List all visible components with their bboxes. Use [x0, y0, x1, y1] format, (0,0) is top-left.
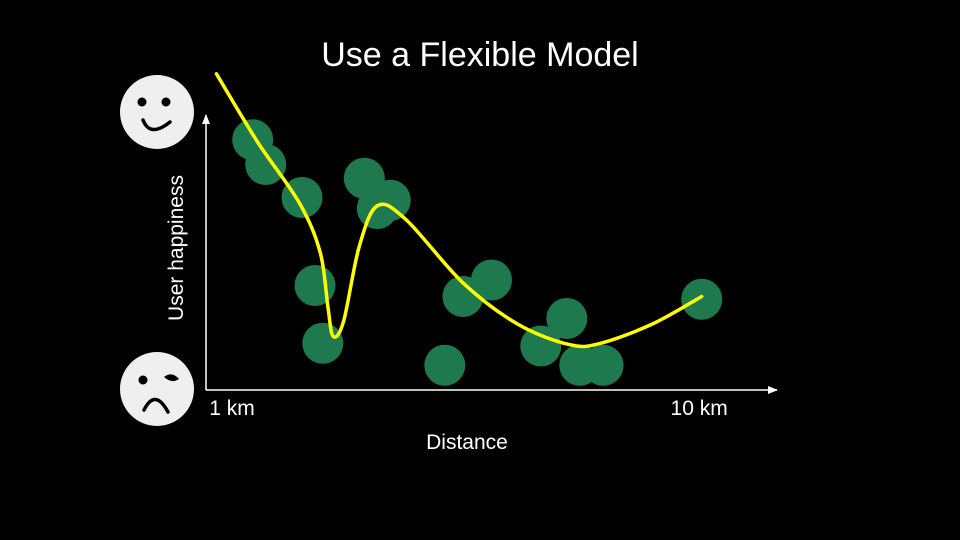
data-point	[546, 298, 588, 339]
data-point	[471, 259, 512, 301]
x-tick-label-1: 10 km	[671, 397, 728, 420]
data-point	[681, 278, 723, 320]
y-axis-label: User happiness	[165, 175, 188, 321]
slide-title: Use a Flexible Model	[321, 36, 638, 74]
fitted-curve-layer	[214, 72, 704, 349]
data-point	[520, 325, 562, 367]
data-point	[281, 177, 323, 218]
data-point	[369, 179, 411, 221]
data-point	[245, 144, 287, 185]
data-point	[302, 322, 344, 364]
data-point	[424, 344, 466, 386]
x-tick-labels: 1 km 10 km	[209, 397, 728, 420]
data-point	[582, 344, 624, 386]
fitted-curve	[214, 72, 704, 349]
x-axis-label: Distance	[426, 431, 508, 454]
x-tick-label-0: 1 km	[209, 397, 255, 420]
sad-face-icon	[120, 352, 194, 426]
data-points	[232, 119, 723, 386]
happy-face-icon	[120, 75, 194, 149]
data-point	[294, 265, 336, 306]
